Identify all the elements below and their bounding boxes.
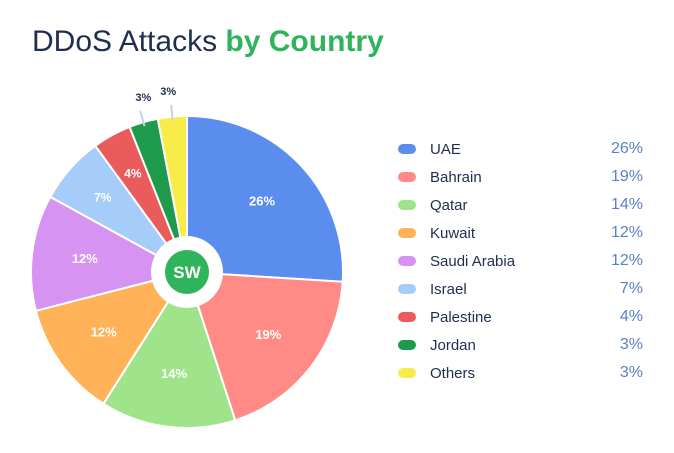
title-part-1: DDoS Attacks bbox=[32, 25, 218, 58]
legend-item-bahrain: Bahrain 19% bbox=[398, 163, 643, 191]
pie-slice-saudi-arabia bbox=[30, 195, 190, 313]
legend-label: Qatar bbox=[430, 196, 468, 214]
legend-value: 3% bbox=[619, 336, 643, 353]
pie-slice-kuwait bbox=[34, 270, 190, 406]
pie-label-saudi-arabia: 12% bbox=[72, 251, 98, 266]
legend: UAE 26% Bahrain 19% Qatar 14% Kuwait 12% Saudi A… bbox=[398, 135, 643, 387]
pie-slice-bahrain bbox=[185, 270, 344, 422]
legend-item-palestine: Palestine 4% bbox=[398, 303, 643, 331]
legend-value: 12% bbox=[610, 224, 643, 241]
legend-value: 4% bbox=[619, 308, 643, 325]
legend-value: 26% bbox=[610, 140, 643, 157]
legend-value: 3% bbox=[619, 364, 643, 381]
pie-label-jordan: 3% bbox=[135, 92, 151, 104]
legend-label: Saudi Arabia bbox=[430, 252, 516, 270]
legend-swatch bbox=[398, 144, 416, 154]
legend-item-qatar: Qatar 14% bbox=[398, 191, 643, 219]
legend-value: 12% bbox=[610, 252, 643, 269]
legend-swatch bbox=[398, 200, 416, 210]
pie-label-qatar: 14% bbox=[161, 366, 187, 381]
pie-slice-uae bbox=[186, 114, 344, 283]
legend-swatch bbox=[398, 284, 416, 294]
legend-swatch bbox=[398, 340, 416, 350]
pie-slice-qatar bbox=[102, 269, 237, 429]
legend-value: 7% bbox=[619, 280, 643, 297]
legend-swatch bbox=[398, 228, 416, 238]
pie-label-others: 3% bbox=[160, 86, 176, 98]
legend-swatch bbox=[398, 368, 416, 378]
legend-label: Bahrain bbox=[430, 168, 482, 186]
pie-label-israel: 7% bbox=[94, 191, 112, 205]
legend-swatch bbox=[398, 256, 416, 266]
legend-swatch bbox=[398, 312, 416, 322]
legend-item-uae: UAE 26% bbox=[398, 135, 643, 163]
pie-label-bahrain: 19% bbox=[255, 327, 281, 342]
chart-title: DDoS Attacks by Country bbox=[32, 22, 384, 62]
legend-label: UAE bbox=[430, 140, 461, 158]
pie-label-palestine: 4% bbox=[124, 167, 142, 181]
pie-label-uae: 26% bbox=[249, 194, 275, 209]
pie-label-kuwait: 12% bbox=[91, 325, 117, 340]
pie-leader-others bbox=[170, 104, 174, 121]
legend-value: 19% bbox=[610, 168, 643, 185]
legend-item-kuwait: Kuwait 12% bbox=[398, 219, 643, 247]
legend-item-others: Others 3% bbox=[398, 359, 643, 387]
legend-label: Palestine bbox=[430, 308, 492, 326]
logo-text: SW bbox=[173, 263, 201, 282]
legend-swatch bbox=[398, 172, 416, 182]
legend-item-jordan: Jordan 3% bbox=[398, 331, 643, 359]
legend-value: 14% bbox=[610, 196, 643, 213]
legend-label: Jordan bbox=[430, 336, 476, 354]
legend-label: Others bbox=[430, 364, 476, 382]
legend-label: Israel bbox=[430, 280, 467, 298]
legend-item-israel: Israel 7% bbox=[398, 275, 643, 303]
legend-item-saudi-arabia: Saudi Arabia 12% bbox=[398, 247, 643, 275]
legend-label: Kuwait bbox=[430, 224, 476, 242]
title-part-2: by Country bbox=[225, 25, 384, 58]
pie-leader-jordan bbox=[139, 110, 146, 127]
logo-badge bbox=[165, 250, 209, 294]
